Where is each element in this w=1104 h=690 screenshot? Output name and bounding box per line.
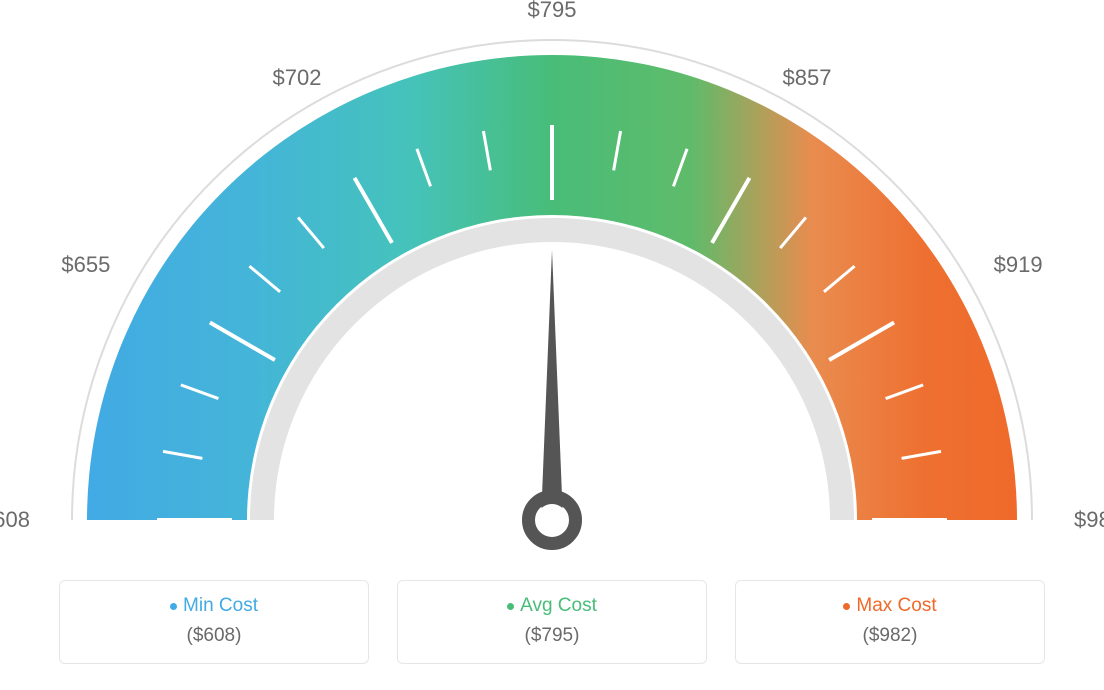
legend-title-avg: Avg Cost [507, 595, 597, 617]
gauge-tick-label: $655 [61, 252, 110, 278]
legend-label: Avg Cost [520, 595, 597, 617]
legend-card-avg: Avg Cost ($795) [397, 580, 707, 664]
legend-card-min: Min Cost ($608) [59, 580, 369, 664]
gauge-tick-label: $795 [528, 0, 577, 23]
gauge-svg [0, 0, 1104, 570]
gauge-chart: $608 $655 $702 $795 $857 $919 $982 [0, 0, 1104, 570]
gauge-tick-label: $608 [0, 507, 30, 533]
legend-value-min: ($608) [60, 625, 368, 647]
dot-icon [843, 603, 850, 610]
legend-value-avg: ($795) [398, 625, 706, 647]
gauge-tick-label: $982 [1074, 507, 1104, 533]
legend-value-max: ($982) [736, 625, 1044, 647]
dot-icon [170, 603, 177, 610]
gauge-tick-label: $702 [273, 65, 322, 91]
legend-title-min: Min Cost [170, 595, 258, 617]
gauge-tick-label: $857 [783, 65, 832, 91]
legend-title-max: Max Cost [843, 595, 936, 617]
legend-row: Min Cost ($608) Avg Cost ($795) Max Cost… [0, 580, 1104, 664]
legend-label: Min Cost [183, 595, 258, 617]
gauge-tick-label: $919 [994, 252, 1043, 278]
dot-icon [507, 603, 514, 610]
legend-card-max: Max Cost ($982) [735, 580, 1045, 664]
legend-label: Max Cost [856, 595, 936, 617]
